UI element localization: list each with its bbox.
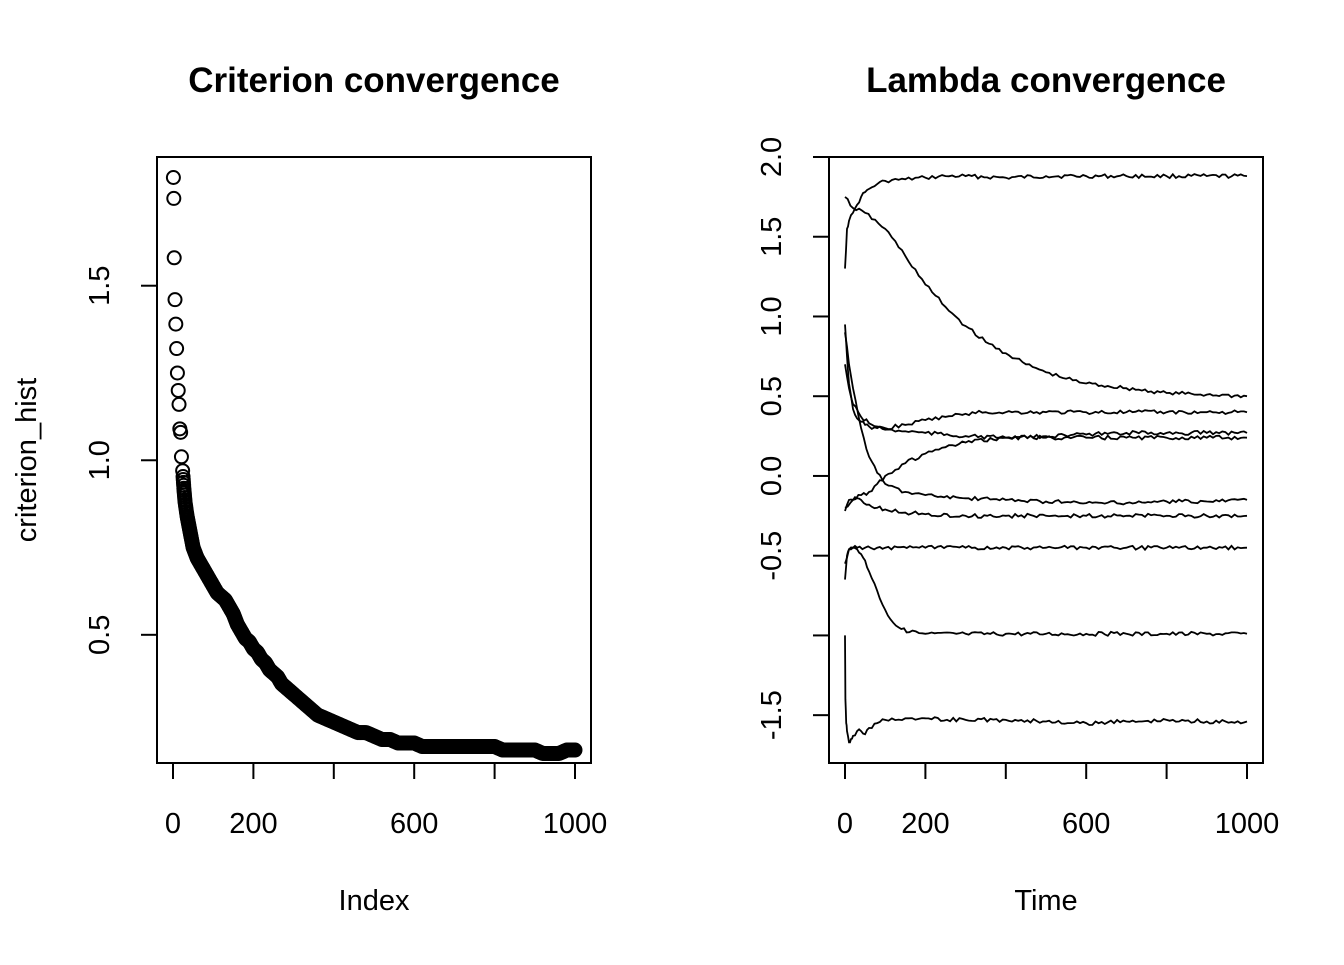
criterion-points [165,169,583,762]
criterion-x-tick-label: 1000 [543,808,608,840]
criterion-point [173,449,189,465]
criterion-point [166,190,182,206]
lambda-y-tick-label: 1.0 [756,296,788,336]
criterion-point [165,169,181,185]
criterion-x-axis-label: Index [339,885,410,917]
lambda-series-line-1 [844,172,1248,269]
lambda-y-tick-label: 0.5 [756,376,788,416]
lambda-series-line-4 [844,364,1248,441]
lambda-series-line-10 [844,635,1248,744]
lambda-title: Lambda convergence [866,61,1226,100]
lambda-series-line-8 [844,544,1248,580]
lambda-x-tick-label: 0 [837,808,853,840]
criterion-x-tick-label: 0 [165,808,181,840]
criterion-point [167,292,183,308]
criterion-point [177,492,193,508]
lambda-series-line-3 [844,324,1248,431]
lambda-x-tick-label: 600 [1062,808,1110,840]
lambda-x-axis: 0 200 600 1000 [837,762,1280,840]
criterion-title: Criterion convergence [188,61,560,100]
criterion-point [171,396,187,412]
criterion-x-tick-label: 200 [229,808,277,840]
criterion-y-tick-label: 0.5 [84,615,116,655]
lambda-y-tick-label: -1.5 [756,690,788,740]
criterion-point [170,382,186,398]
lambda-panel: Lambda convergence 0 200 600 1000 -1.5 -0.5 0… [756,61,1279,917]
criterion-y-tick-label: 1.5 [84,266,116,306]
lambda-x-tick-label: 200 [901,808,949,840]
lambda-series-line-9 [844,546,1248,637]
lambda-series-line-2 [844,196,1248,399]
lambda-series-line-5 [844,429,1248,509]
criterion-point [168,316,184,332]
criterion-panel: Criterion convergence 0 200 600 1000 0.5 1.0… [11,61,607,917]
lambda-lines [844,172,1248,744]
criterion-point [166,250,182,266]
lambda-y-tick-label: 0.0 [756,456,788,496]
lambda-y-tick-label: 1.5 [756,217,788,257]
lambda-series-line-7 [844,496,1248,520]
lambda-x-tick-label: 1000 [1215,808,1280,840]
lambda-y-tick-label: 2.0 [756,137,788,177]
criterion-point [173,424,189,440]
lambda-x-axis-label: Time [1014,885,1077,917]
criterion-x-tick-label: 600 [390,808,438,840]
criterion-point [566,742,582,758]
criterion-point [169,365,185,381]
lambda-y-axis: -1.5 -0.5 0.0 0.5 1.0 1.5 2.0 [756,137,830,740]
criterion-y-tick-label: 1.0 [84,440,116,480]
criterion-point [169,341,185,357]
criterion-y-axis-label: criterion_hist [11,378,43,542]
lambda-y-tick-label: -0.5 [756,531,788,581]
lambda-series-line-6 [844,332,1248,506]
criterion-y-axis: 0.5 1.0 1.5 [84,266,158,655]
criterion-x-axis: 0 200 600 1000 [165,762,608,840]
criterion-point [175,463,191,479]
